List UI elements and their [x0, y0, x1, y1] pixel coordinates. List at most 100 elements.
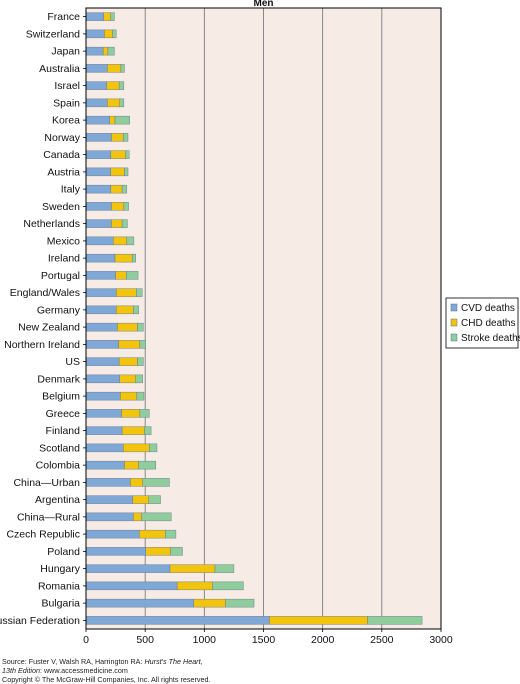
- x-tick-label: 2000: [311, 634, 335, 646]
- bar-portugal-stroke-deaths: [126, 271, 139, 280]
- category-label: Scotland: [39, 442, 80, 454]
- bar-mexico-cvd-deaths: [85, 236, 114, 246]
- category-label: England/Wales: [10, 287, 80, 299]
- category-label: Poland: [47, 546, 80, 558]
- legend-label: CHD deaths: [461, 318, 515, 329]
- bar-switzerland-stroke-deaths: [112, 29, 117, 39]
- bar-china-rural-chd-deaths: [133, 512, 142, 522]
- bar-greece-stroke-deaths: [139, 409, 150, 418]
- category-label: Australia: [39, 63, 80, 75]
- bar-australia-stroke-deaths: [120, 64, 125, 73]
- bar-portugal-cvd-deaths: [85, 271, 116, 280]
- x-tick-label: 1500: [252, 634, 276, 646]
- bar-belgium-stroke-deaths: [136, 391, 145, 401]
- bar-ireland-cvd-deaths: [85, 253, 116, 263]
- category-label: Romania: [38, 580, 80, 592]
- bar-russian-federation-chd-deaths: [269, 616, 368, 625]
- source-line-2: 13th Edition: www.accessmedicine.com: [2, 666, 128, 675]
- bar-austria-stroke-deaths: [124, 167, 129, 177]
- bar-ireland-chd-deaths: [114, 253, 133, 263]
- bar-norway-chd-deaths: [111, 133, 124, 142]
- legend: CVD deaths CHD deaths Stroke deaths: [445, 297, 520, 349]
- category-label: Denmark: [37, 373, 80, 385]
- bar-japan-chd-deaths: [102, 46, 109, 56]
- bar-denmark-cvd-deaths: [85, 374, 120, 384]
- bar-netherlands-cvd-deaths: [85, 219, 112, 228]
- bar-korea-chd-deaths: [109, 115, 116, 125]
- bar-hungary-chd-deaths: [169, 564, 216, 573]
- bar-poland-chd-deaths: [145, 547, 171, 556]
- bar-romania-chd-deaths: [176, 581, 213, 591]
- category-label: Colombia: [36, 460, 81, 472]
- bar-us-cvd-deaths: [85, 357, 120, 366]
- x-tick-label: 3000: [429, 634, 453, 646]
- source-citation: Source: Fuster V, Walsh RA, Harrington R…: [2, 657, 145, 666]
- bar-colombia-cvd-deaths: [85, 460, 125, 470]
- category-label: Germany: [37, 304, 81, 316]
- category-label: France: [47, 11, 80, 23]
- category-label: Austria: [47, 166, 80, 178]
- category-label: Russian Federation: [0, 615, 80, 627]
- bar-argentina-stroke-deaths: [148, 495, 161, 504]
- bar-china-urban-chd-deaths: [130, 478, 144, 487]
- bar-us-chd-deaths: [118, 357, 138, 366]
- bar-canada-chd-deaths: [110, 150, 126, 159]
- bar-israel-stroke-deaths: [118, 81, 125, 90]
- category-label: Korea: [52, 115, 80, 127]
- bar-belgium-cvd-deaths: [85, 391, 121, 401]
- bar-spain-stroke-deaths: [119, 98, 125, 108]
- axes: 0 500 1000 1500 2000 2500 3000: [83, 7, 453, 646]
- category-label: China—Rural: [17, 511, 80, 523]
- bar-france-chd-deaths: [103, 12, 112, 21]
- category-label: Bulgaria: [41, 598, 80, 610]
- bar-italy-cvd-deaths: [85, 184, 112, 194]
- bar-canada-cvd-deaths: [85, 150, 112, 159]
- legend-label: Stroke deaths: [461, 333, 520, 344]
- bar-canada-stroke-deaths: [125, 150, 130, 159]
- bar-russian-federation-cvd-deaths: [85, 616, 270, 625]
- category-label: Mexico: [47, 235, 80, 247]
- bar-argentina-chd-deaths: [132, 495, 149, 504]
- category-label: Switzerland: [26, 28, 80, 40]
- category-label: Finland: [46, 425, 81, 437]
- x-tick-label: 1000: [193, 634, 217, 646]
- bar-france-cvd-deaths: [85, 12, 104, 21]
- bar-spain-cvd-deaths: [85, 98, 108, 108]
- bar-hungary-stroke-deaths: [214, 564, 235, 573]
- bar-japan-stroke-deaths: [107, 46, 115, 56]
- bar-czech-republic-chd-deaths: [139, 529, 166, 539]
- category-label: Ireland: [48, 253, 80, 265]
- bar-greece-chd-deaths: [121, 409, 141, 418]
- bar-finland-chd-deaths: [121, 426, 145, 435]
- category-label: Northern Ireland: [4, 339, 80, 351]
- bar-switzerland-cvd-deaths: [85, 29, 105, 39]
- bar-japan-cvd-deaths: [85, 46, 104, 56]
- chart-title: Men: [254, 0, 274, 9]
- bar-austria-cvd-deaths: [85, 167, 112, 177]
- bar-china-rural-cvd-deaths: [85, 512, 134, 522]
- bar-sweden-stroke-deaths: [123, 202, 129, 211]
- category-label: Portugal: [41, 270, 80, 282]
- category-label: Greece: [46, 408, 81, 420]
- bar-china-rural-stroke-deaths: [141, 512, 172, 522]
- bar-australia-chd-deaths: [107, 64, 122, 73]
- source-line-1: Source: Fuster V, Walsh RA, Harrington R…: [2, 657, 203, 666]
- bar-russian-federation-stroke-deaths: [367, 616, 423, 625]
- legend-swatch: [450, 303, 458, 312]
- bar-england-wales-cvd-deaths: [85, 288, 117, 297]
- bar-bulgaria-stroke-deaths: [225, 598, 255, 608]
- bar-us-stroke-deaths: [137, 357, 144, 366]
- bar-scotland-stroke-deaths: [149, 443, 158, 453]
- bar-germany-chd-deaths: [115, 305, 134, 315]
- category-label: Argentina: [35, 494, 80, 506]
- bar-hungary-cvd-deaths: [85, 564, 171, 573]
- source-edition: 13th Edition: [2, 666, 40, 675]
- bar-greece-cvd-deaths: [85, 409, 122, 418]
- bar-england-wales-chd-deaths: [115, 288, 137, 297]
- bar-bulgaria-cvd-deaths: [85, 598, 194, 608]
- category-label: Hungary: [40, 563, 80, 575]
- bar-spain-chd-deaths: [107, 98, 120, 108]
- bar-netherlands-chd-deaths: [111, 219, 123, 228]
- bar-italy-stroke-deaths: [121, 184, 128, 194]
- bar-france-stroke-deaths: [110, 12, 115, 21]
